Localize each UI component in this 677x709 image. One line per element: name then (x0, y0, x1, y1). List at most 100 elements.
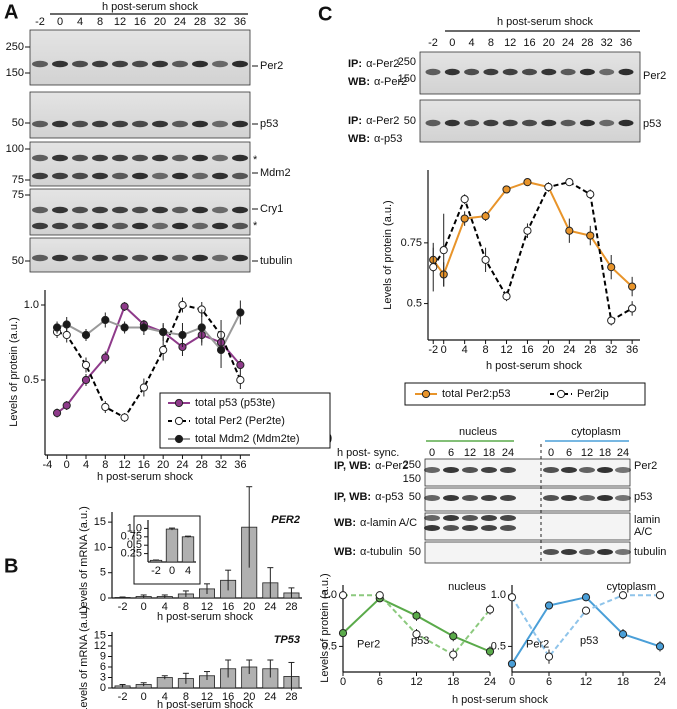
data-point (586, 190, 595, 199)
blot-band (32, 172, 48, 180)
blot-band (232, 206, 248, 214)
blot-band (192, 154, 208, 162)
data-point (139, 323, 148, 332)
x-tick-label: 24 (264, 601, 276, 613)
x-tick-label: 20 (542, 344, 554, 356)
blot-band (152, 60, 168, 68)
data-point (52, 323, 62, 332)
data-point (62, 401, 71, 410)
data-point (618, 591, 628, 600)
blot-membrane (424, 487, 631, 512)
data-point (120, 323, 129, 332)
blot-band (232, 60, 248, 68)
blot-label: p53 (634, 491, 652, 503)
lane-label: 32 (214, 16, 226, 28)
blot-band (464, 119, 480, 127)
y-axis-label: Levels of mRNA (a.u.) (78, 606, 90, 709)
blot-label: p53 (643, 118, 661, 130)
series-annotation: Per2 (526, 638, 549, 650)
data-point (565, 226, 574, 235)
y-tick-label: 0 (100, 592, 106, 604)
y-tick-label: 0.75 (121, 531, 142, 543)
x-tick-label: 0 (509, 676, 515, 688)
blot-band (52, 60, 68, 68)
y-tick-label: 9 (100, 650, 106, 662)
lane-label: 36 (620, 37, 632, 49)
probe-label: α-Per2 (375, 460, 408, 472)
blot-band (522, 68, 537, 76)
blot-band (462, 467, 478, 473)
data-point (81, 375, 91, 385)
blot-band (192, 60, 208, 68)
lane-label: 12 (114, 16, 126, 28)
blot-band (112, 172, 128, 180)
x-tick-label: 4 (462, 344, 468, 356)
x-tick-label: 8 (183, 601, 189, 613)
blot-band (212, 172, 228, 180)
probe-label: α-p53 (375, 491, 403, 503)
blot-band (212, 254, 228, 262)
lane-label: 6 (566, 447, 572, 459)
blot-header: h post-serum shock (102, 1, 198, 13)
blot-band (597, 549, 613, 555)
lane-label: 24 (174, 16, 186, 28)
legend-marker (174, 416, 184, 426)
y-tick-label: 1.0 (491, 589, 506, 601)
data-point (628, 282, 637, 291)
x-axis-label: h post-serum shock (157, 699, 253, 709)
y-tick-label: 0 (100, 682, 106, 694)
data-point (481, 212, 490, 221)
blot-label: Per2 (260, 60, 283, 72)
blot-band (483, 68, 499, 76)
data-point (178, 330, 187, 340)
data-point (607, 316, 616, 325)
blot-membrane (424, 458, 631, 487)
data-point (502, 185, 511, 194)
blot-band (561, 549, 577, 555)
y-tick-label: 0.5 (322, 640, 337, 652)
data-point (581, 593, 591, 602)
legend-box (404, 382, 646, 406)
x-tick-label: 12 (201, 691, 213, 703)
blot-band (72, 172, 88, 180)
mw-marker: 50 (12, 117, 24, 129)
x-tick-label: 8 (483, 344, 489, 356)
x-tick-label: 6 (377, 676, 383, 688)
blot-band (132, 172, 148, 180)
blot-band (192, 206, 208, 214)
x-axis-label: h post-serum shock (157, 611, 253, 623)
data-point (159, 327, 168, 337)
data-point (120, 302, 129, 311)
x-tick-label: 20 (243, 691, 255, 703)
data-point (62, 320, 71, 329)
y-tick-label: 5 (100, 567, 106, 579)
blot-band (443, 495, 459, 501)
y-tick-label: 3 (100, 671, 106, 683)
blot-band (132, 60, 148, 68)
series-annotation: p53 (580, 635, 598, 647)
data-point (62, 330, 71, 340)
blot-band (560, 68, 576, 76)
blot-band (599, 119, 615, 127)
data-point (507, 659, 517, 668)
blot-band (92, 172, 108, 180)
blot-membrane (29, 91, 251, 139)
blot-band (152, 254, 168, 262)
x-tick-label: 28 (196, 459, 208, 471)
data-point (101, 402, 110, 412)
blot-band (212, 120, 228, 128)
y-tick-label: 0.75 (401, 237, 422, 249)
blot-band (232, 254, 248, 262)
y-axis-label: Levels of protein (a.u.) (382, 200, 394, 309)
blot-header: h post- sync. (337, 447, 399, 459)
blot-band (32, 120, 48, 128)
data-point (565, 178, 574, 187)
blot-band (502, 119, 518, 127)
data-point (481, 255, 490, 264)
x-tick-label: 18 (617, 676, 629, 688)
blot-band (500, 495, 516, 501)
x-axis-label: h post-serum shock (97, 471, 193, 483)
series-annotation: Per2 (357, 638, 380, 650)
data-point (502, 292, 511, 301)
